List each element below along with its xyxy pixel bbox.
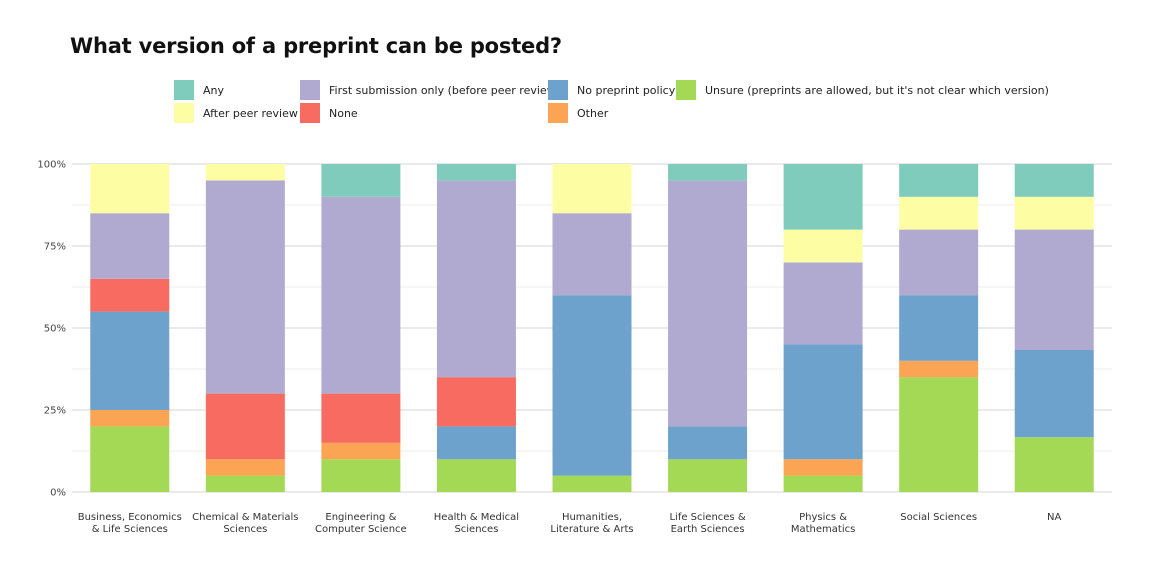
legend-swatch — [676, 80, 696, 100]
bar-segment — [205, 459, 285, 476]
legend-item: No preprint policy — [548, 80, 676, 100]
bar-segment — [321, 442, 401, 460]
bar-segment — [668, 459, 748, 492]
legend-swatch — [174, 80, 194, 100]
bar-segment — [1014, 196, 1094, 230]
bar-segment — [783, 475, 863, 492]
bar-segment — [205, 180, 285, 394]
legend-item: After peer review — [174, 103, 300, 123]
bar-segment — [783, 229, 863, 263]
x-tick-label: Engineering & Computer Science — [315, 512, 407, 535]
legend-item: None — [300, 103, 548, 123]
x-tick-label: Chemical & Materials Sciences — [192, 512, 298, 535]
bar-segment — [205, 393, 285, 460]
bar-segment — [783, 262, 863, 345]
bar-segment — [552, 475, 632, 492]
x-tick-label: Life Sciences & Earth Sciences — [669, 512, 745, 535]
bar-segment — [552, 213, 632, 296]
bar-segment — [90, 213, 170, 279]
bar-segment — [783, 164, 863, 230]
y-tick-label: 0% — [50, 488, 66, 499]
x-tick-label: Physics & Mathematics — [791, 512, 855, 535]
legend-label: After peer review — [203, 106, 298, 120]
x-tick-label: NA — [1047, 512, 1061, 523]
bar-segment — [668, 180, 748, 427]
x-tick-label: Social Sciences — [900, 512, 977, 523]
bar-segment — [899, 295, 979, 361]
legend-label: Any — [203, 83, 225, 97]
legend-item: Other — [548, 103, 676, 123]
bar-segment — [321, 196, 401, 394]
bar-segment — [1014, 349, 1094, 438]
bar-segment — [436, 459, 516, 492]
legend-item: Unsure (preprints are allowed, but it's … — [676, 80, 1049, 100]
bar-segment — [1014, 437, 1094, 492]
legend-swatch — [548, 103, 568, 123]
x-tick-label: Humanities, Literature & Arts — [550, 512, 633, 535]
bar-segment — [552, 164, 632, 214]
legend-label: None — [329, 106, 358, 120]
legend-label: First submission only (before peer revie… — [329, 83, 560, 97]
bar-segment — [899, 360, 979, 378]
legend: Any First submission only (before peer re… — [174, 80, 1049, 123]
legend-label: No preprint policy — [577, 83, 676, 97]
bar-segment — [436, 164, 516, 181]
bar-segment — [90, 410, 170, 427]
x-tick-label: Health & Medical Sciences — [434, 512, 519, 535]
bar-segment — [1014, 229, 1094, 350]
bar-segment — [321, 459, 401, 492]
bar-segment — [205, 475, 285, 492]
bar-segment — [899, 229, 979, 296]
bar-segment — [552, 295, 632, 476]
chart-title: What version of a preprint can be posted… — [70, 34, 562, 58]
bar-segment — [90, 311, 170, 410]
bar-segment — [205, 164, 285, 181]
legend-swatch — [300, 103, 320, 123]
legend-label: Unsure (preprints are allowed, but it's … — [705, 83, 1049, 97]
legend-label: Other — [577, 106, 609, 120]
bar-segment — [90, 426, 170, 492]
x-tick-label: Business, Economics & Life Sciences — [78, 512, 182, 535]
legend-item: Any — [174, 80, 300, 100]
bar-segment — [90, 164, 170, 214]
bar-segment — [899, 196, 979, 230]
bar-segment — [436, 377, 516, 427]
bar-segment — [321, 164, 401, 197]
y-tick-label: 75% — [44, 242, 66, 253]
y-tick-label: 100% — [37, 160, 66, 171]
legend-swatch — [548, 80, 568, 100]
legend-swatch — [174, 103, 194, 123]
bar-segment — [321, 393, 401, 443]
legend-swatch — [300, 80, 320, 100]
bar-segment — [436, 426, 516, 460]
bar-segment — [668, 164, 748, 181]
bar-segment — [90, 278, 170, 312]
bar-segment — [899, 164, 979, 197]
bar-segment — [436, 180, 516, 378]
bar-segment — [783, 459, 863, 476]
bar-segment — [668, 426, 748, 460]
legend-item: First submission only (before peer revie… — [300, 80, 560, 100]
bar-segment — [1014, 164, 1094, 197]
y-tick-label: 50% — [44, 324, 66, 335]
y-tick-label: 25% — [44, 406, 66, 417]
bar-segment — [783, 344, 863, 460]
bar-segment — [899, 377, 979, 492]
